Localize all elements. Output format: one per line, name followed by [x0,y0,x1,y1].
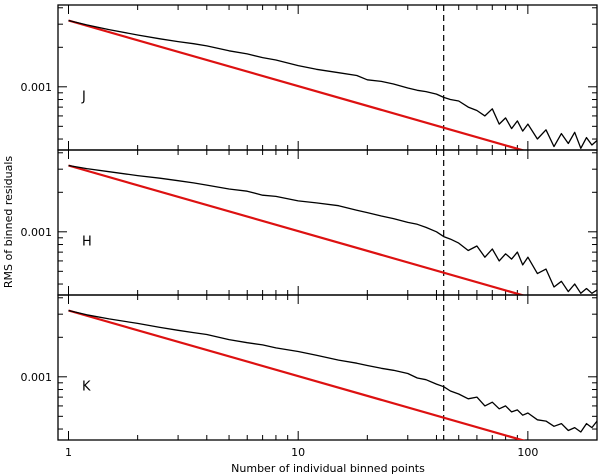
panel-label: K [82,380,91,395]
x-tick-label: 1 [65,446,72,459]
x-tick-label: 100 [517,446,538,459]
y-axis-title: RMS of binned residuals [2,156,15,289]
panel-k: 0.001 K [21,294,598,441]
panel-frame [57,149,598,296]
measured-line [68,19,597,149]
y-tick-label: 0.001 [21,81,53,94]
measured-line [68,309,597,433]
x-tick-label: 10 [291,446,305,459]
panel-label: H [82,235,92,250]
y-tick-label: 0.001 [21,226,53,239]
expected-line [68,19,526,150]
panel-j: 0.001 J [21,4,598,151]
panel-h: 0.001 H [21,149,598,296]
panel-frame [57,294,598,441]
panel-frame [57,4,598,151]
y-tick-label: 0.001 [21,371,53,384]
x-axis-title: Number of individual binned points [231,462,425,475]
expected-line [68,309,526,440]
panels: 0.001 J 0.001 H 0.001 K 1 10 100 [21,4,598,459]
expected-line [68,164,526,295]
panel-label: J [81,90,86,105]
measured-line [68,164,597,294]
